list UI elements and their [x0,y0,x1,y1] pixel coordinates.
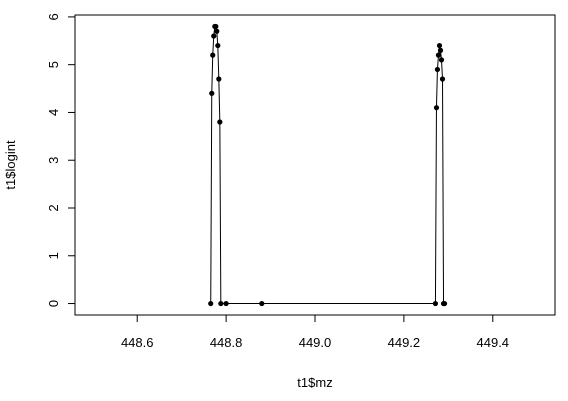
x-tick-label: 449.2 [388,335,421,350]
y-tick-label: 5 [46,61,61,68]
data-point [434,66,441,73]
y-tick-label: 6 [46,13,61,20]
y-axis: 0 1 2 3 4 5 6 [46,13,75,307]
data-point [210,52,216,58]
data-point [441,300,448,307]
x-tick-label: 449.4 [477,335,510,350]
data-point [216,76,222,82]
y-tick-label: 0 [46,300,61,307]
data-points [208,23,448,307]
y-tick-label: 2 [46,204,61,211]
series-line [210,25,445,305]
x-axis-title: t1$mz [297,375,332,390]
x-tick-label: 448.6 [121,335,154,350]
y-tick-label: 3 [46,157,61,164]
y-axis-title: t1$logint [3,140,18,190]
data-point [223,300,229,307]
x-tick-label: 449.0 [299,335,332,350]
x-axis: 448.6 448.8 449.0 449.2 449.4 [121,315,509,350]
data-point [259,300,265,307]
data-point [213,23,219,30]
data-point [208,300,214,307]
x-tick-label: 448.8 [210,335,243,350]
plot-frame [74,14,556,316]
data-point [435,52,442,58]
data-point [438,57,445,63]
y-tick-label: 1 [46,252,61,259]
data-point [217,119,223,125]
data-point [433,105,440,111]
data-point [214,28,220,34]
data-point [215,42,221,49]
y-tick-label: 4 [46,109,61,116]
data-point [211,33,217,39]
data-point [436,42,443,49]
data-point [432,300,439,307]
data-point [439,76,446,82]
data-point [437,47,444,53]
data-point [218,300,224,307]
data-point [209,90,215,96]
